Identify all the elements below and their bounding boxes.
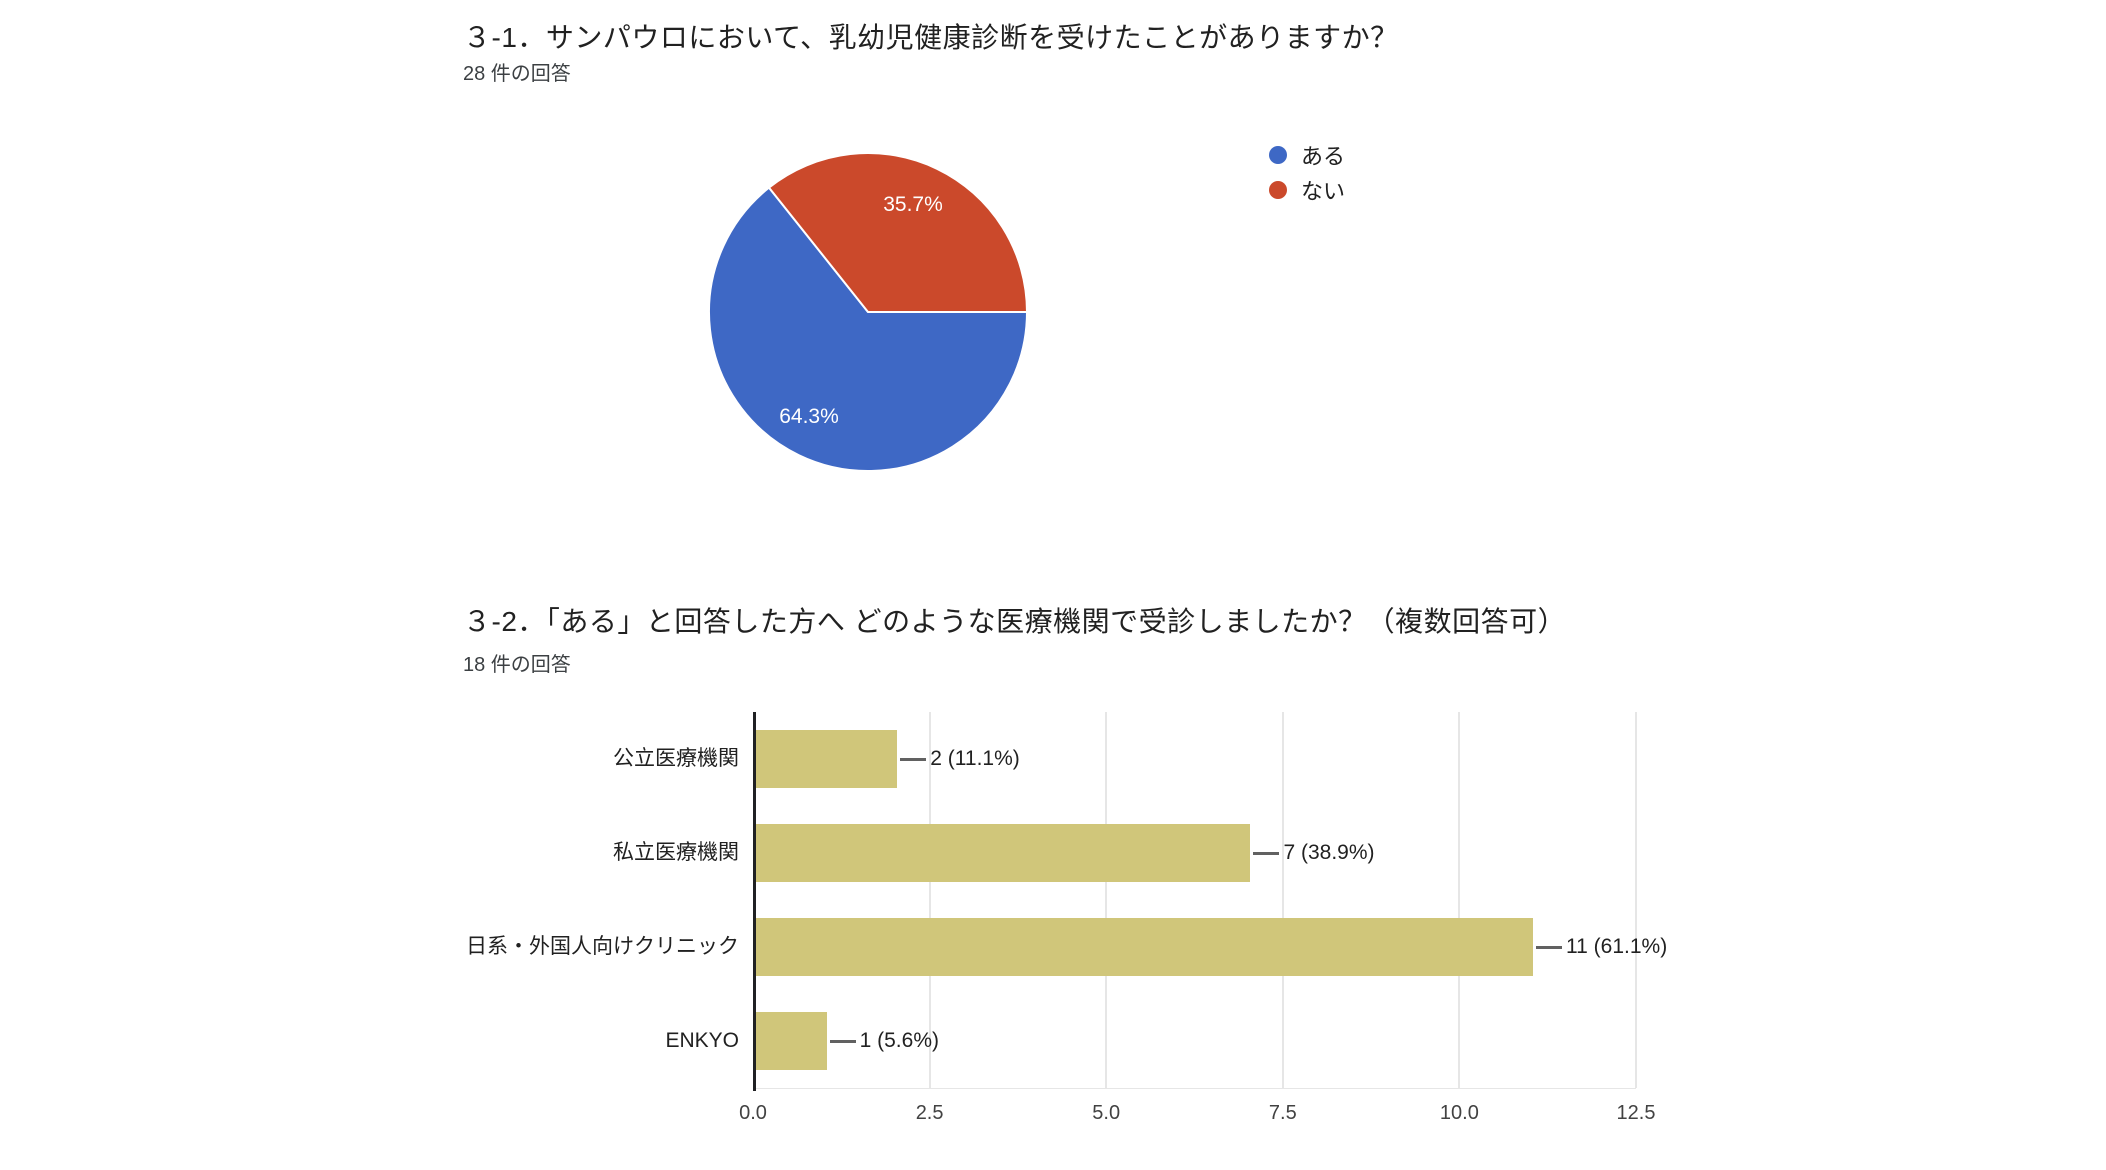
bar-value-connector (1536, 945, 1563, 949)
bar-value-connector (1253, 851, 1280, 855)
legend-label-nai: ない (1301, 178, 1346, 204)
bar-value-connector (829, 1039, 856, 1043)
pie-slice-label-aru: 64.3% (779, 405, 839, 428)
x-tick-12.5: 12.5 (1616, 1102, 1656, 1124)
pie-slice-ない (768, 152, 1028, 313)
gridline-12.5 (1635, 712, 1637, 1088)
bar-私立医療機関 (756, 824, 1250, 882)
pie-slice-ある (708, 186, 1028, 473)
gridline-7.5 (1281, 712, 1284, 1088)
x-tick-0.0: 0.0 (739, 1102, 767, 1124)
question2-title: ３-2．「ある」と回答した方へ どのような医療機関で受診しましたか？（複数回答可… (463, 606, 1567, 637)
bar-ENKYO (756, 1012, 827, 1070)
question1-response-count: 28 件の回答 (463, 63, 571, 85)
bar-公立医療機関 (756, 730, 897, 788)
bar-chart-plot: 2 (11.1%) 7 (38.9%) 11 (61.1%) 1 (5.6%) (753, 712, 1667, 1091)
category-label-私立医療機関: 私立医療機関 (613, 841, 739, 864)
pie-chart (708, 152, 1028, 473)
category-label-公立医療機関: 公立医療機関 (613, 747, 739, 770)
legend-dot-aru-icon (1269, 145, 1287, 164)
gridline-10.0 (1458, 712, 1461, 1088)
bar-value-label: 2 (11.1%) (930, 747, 1020, 770)
x-tick-10.0: 10.0 (1439, 1102, 1479, 1124)
question1-title: ３-1．サンパウロにおいて、乳幼児健康診断を受けたことがありますか？ (463, 22, 1399, 53)
gridline-5.0 (1105, 712, 1108, 1088)
bar-value-label: 1 (5.6%) (859, 1029, 939, 1052)
x-axis-tick-labels: 0.0 2.5 5.0 7.5 10.0 12.5 (739, 1102, 1655, 1132)
y-axis-line (753, 712, 756, 1091)
pie-legend: ある ない (1269, 141, 1346, 204)
bar-chart-category-labels: 公立医療機関 私立医療機関日系・外国人向けクリニック ENKYO (339, 712, 739, 1088)
legend-label-aru: ある (1301, 143, 1346, 169)
bar-value-label: 11 (61.1%) (1566, 935, 1668, 958)
legend-dot-nai-icon (1269, 180, 1287, 199)
legend-item-nai: ない (1269, 176, 1346, 204)
x-tick-2.5: 2.5 (915, 1102, 944, 1124)
bar-value-connector (900, 757, 927, 761)
legend-item-aru: ある (1269, 141, 1346, 169)
gridline-2.5 (928, 712, 931, 1088)
bar-value-label: 7 (38.9%) (1283, 841, 1375, 864)
x-tick-7.5: 7.5 (1268, 1102, 1297, 1124)
category-label-ENKYO: ENKYO (665, 1029, 739, 1052)
x-tick-5.0: 5.0 (1092, 1102, 1121, 1124)
category-label-日系・外国人向けクリニック: 日系・外国人向けクリニック (466, 935, 739, 958)
question2-response-count: 18 件の回答 (463, 654, 571, 676)
bar-日系・外国人向けクリニック (756, 918, 1533, 976)
pie-slice-label-nai: 35.7% (883, 193, 943, 216)
